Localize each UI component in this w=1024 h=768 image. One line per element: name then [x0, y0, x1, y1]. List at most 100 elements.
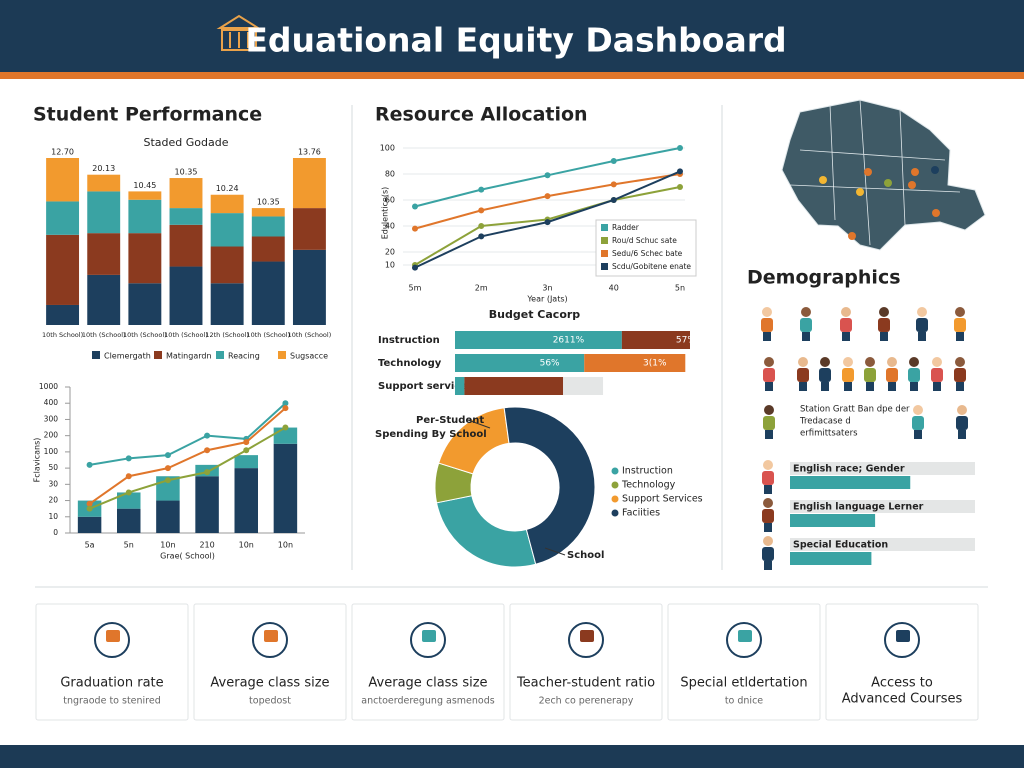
header-icon [216, 14, 262, 51]
person-icon-head [763, 460, 773, 470]
chart-title: Budget Cacorp [489, 308, 581, 321]
person-icon-legs [842, 332, 850, 341]
bar-segment [128, 199, 162, 234]
x-tick-label: 12th (School) [205, 331, 249, 339]
bar-segment [234, 468, 258, 533]
person-icon-legs [956, 332, 964, 341]
x-tick-label: 210 [199, 541, 214, 550]
person-icon-head [913, 405, 923, 415]
y-tick-label: 100 [380, 144, 395, 153]
person-icon-head [763, 536, 773, 546]
y-tick-label: Support services [378, 381, 473, 392]
line-point [412, 264, 418, 271]
person-icon-head [764, 357, 774, 367]
x-tick-label: 5n [124, 541, 134, 550]
bar-segment [128, 191, 162, 200]
card-icon-accent [106, 630, 120, 642]
line-point [125, 489, 132, 496]
line-point [412, 225, 418, 232]
line-point [610, 181, 617, 188]
person-icon-head [955, 307, 965, 317]
card-icon-accent [896, 630, 910, 642]
kpi-card [509, 603, 663, 721]
bar-segment [195, 476, 219, 533]
x-tick-label: 5m [409, 284, 422, 293]
kpi-card [35, 603, 189, 721]
person-icon-legs [933, 382, 941, 391]
person-icon-body [840, 318, 852, 332]
person-icon-body [819, 368, 831, 382]
x-tick-label: 2m [475, 284, 488, 293]
person-icon-legs [802, 332, 810, 341]
person-icon-body [916, 318, 928, 332]
legend-swatch [611, 495, 619, 503]
person-icon-body [763, 416, 775, 430]
bar-segment [292, 208, 326, 250]
line [89, 407, 287, 505]
person-icon-head [801, 307, 811, 317]
chart-title: Staded Godade [144, 136, 229, 149]
x-axis-label: Year (Jats) [526, 295, 567, 304]
person-icon-body [886, 368, 898, 382]
line [89, 426, 286, 510]
x-tick-label: 10th (School) [288, 331, 332, 339]
legend-label: Matingardn [166, 352, 212, 361]
donut-slice [503, 406, 596, 565]
y-tick-label: 10 [385, 261, 395, 270]
person-icon-head [762, 307, 772, 317]
line-point [478, 207, 485, 214]
person-icon-head [843, 357, 853, 367]
kpi-card [193, 603, 347, 721]
bar-segment [87, 191, 121, 234]
card-subtitle: tngraode to stenired [63, 696, 161, 707]
chart-title: Per-Student [416, 415, 484, 426]
person-icon-body [800, 318, 812, 332]
person-icon-legs [763, 332, 771, 341]
line-point [164, 477, 171, 484]
bar-segment [46, 234, 80, 305]
bar-total-label: 20.13 [92, 164, 115, 173]
bar-segment [46, 201, 80, 235]
y-tick-label: Instruction [378, 335, 440, 346]
x-tick-label: 40 [609, 284, 619, 293]
person-icon-legs [918, 332, 926, 341]
header-title: Eduational Equity Dashboard [245, 21, 786, 60]
bar-segment [464, 377, 564, 395]
kpi-card [351, 603, 505, 721]
y-tick-label: 60 [385, 196, 395, 205]
person-icon-legs [866, 382, 874, 391]
y-tick-label: 200 [44, 431, 59, 440]
card-icon-accent [422, 630, 436, 642]
bar-segment [87, 274, 121, 325]
person-icon-legs [956, 382, 964, 391]
x-tick-label: 10th (School) [82, 331, 126, 339]
x-tick-label: 3n [542, 284, 552, 293]
line-point [282, 424, 289, 431]
legend-label: Scdu/Gobitene enate [612, 262, 691, 271]
x-tick-label: 10th (School) [123, 331, 167, 339]
note-text: Station Gratt Ban dpe der [800, 405, 910, 415]
legend-label: Technology [621, 480, 676, 491]
card-subtitle: topedost [249, 696, 291, 707]
leader-line [544, 547, 566, 556]
bar-segment [117, 508, 141, 533]
line-point [610, 158, 617, 164]
bar-total-label: 10.35 [175, 168, 198, 177]
card-subtitle: anctoerderegung asmenods [361, 696, 494, 707]
y-tick-label: 100 [44, 447, 59, 456]
line-point [544, 172, 551, 179]
legend-box [595, 219, 697, 277]
bar-segment [210, 246, 244, 284]
person-icon-head [932, 357, 942, 367]
person-icon-legs [888, 382, 896, 391]
legend-swatch [154, 351, 162, 359]
line-point [164, 465, 171, 472]
y-tick-label: 40 [385, 222, 395, 231]
person-icon-body [762, 547, 774, 561]
bar-segment [210, 194, 244, 214]
y-tick-label: 10 [48, 512, 58, 521]
person-icon-head [917, 307, 927, 317]
bar-total-label: 10.35 [257, 198, 280, 207]
x-axis-label: Grae( School) [160, 552, 215, 561]
card-icon-accent [264, 630, 278, 642]
